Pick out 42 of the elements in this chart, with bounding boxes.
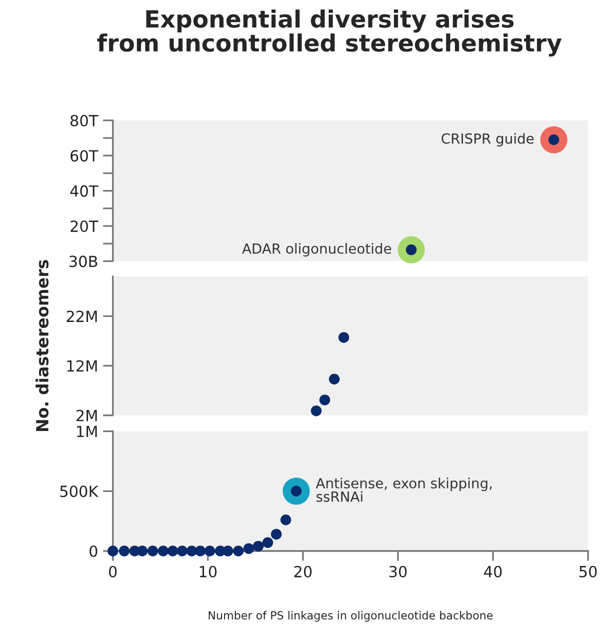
point: [319, 394, 330, 406]
point: [338, 332, 350, 343]
annotation: Antisense, exon skipping, ssRNAi: [316, 478, 492, 502]
y-tick-label: 12M: [67, 360, 97, 372]
y-tick-label: 0: [90, 545, 98, 558]
y-tick-label: 1M: [77, 426, 97, 438]
y-tick-label: 2M: [76, 410, 97, 422]
point: [252, 540, 264, 552]
point: [158, 546, 169, 556]
point: [262, 537, 274, 548]
point: [310, 405, 322, 416]
point: [243, 543, 254, 554]
y-axis-title: No. diastereomers: [36, 260, 49, 432]
x-tick-label: 30: [389, 566, 407, 578]
point: [118, 546, 130, 556]
x-tick-label: 40: [484, 566, 502, 578]
y-tick-label: 20T: [70, 220, 98, 232]
point: [176, 546, 188, 556]
point: [204, 546, 216, 556]
x-axis-title: Number of PS linkages in oligonucleotide backbone: [208, 610, 493, 622]
point: [270, 528, 282, 540]
point: [136, 546, 148, 556]
y-tick-label: 30B: [70, 256, 98, 268]
x-tick-label: 10: [200, 566, 217, 578]
y-tick-label: 22M: [66, 310, 97, 322]
y-tick-label: 500K: [60, 486, 99, 498]
y-tick-label: 60T: [70, 150, 98, 162]
x-tick-label: 0: [108, 566, 117, 578]
point: [280, 514, 292, 526]
x-tick-label: 50: [580, 566, 597, 578]
chart-title: Exponential diversity arises from uncontrolled stereochemistry: [97, 10, 562, 57]
y-tick-label: 40T: [70, 185, 98, 197]
point: [194, 546, 206, 556]
annotation: ADAR oligonucleotide: [242, 243, 392, 256]
point: [167, 546, 178, 556]
point: [107, 546, 118, 556]
x-tick-label: 20: [294, 566, 312, 578]
point: [328, 374, 340, 384]
point: [147, 546, 158, 556]
y-tick-label: 80T: [70, 114, 98, 126]
annotation: CRISPR guide: [442, 133, 534, 146]
point: [232, 546, 244, 556]
